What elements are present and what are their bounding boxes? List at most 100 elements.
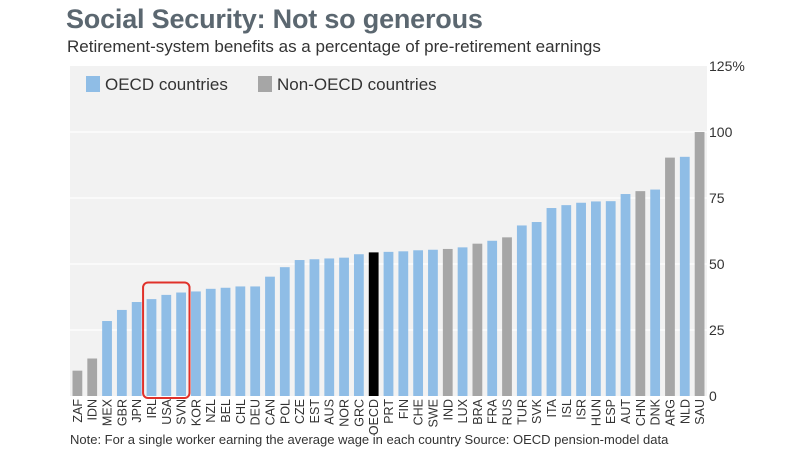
annotations bbox=[142, 281, 191, 399]
y-tick-label: 100 bbox=[709, 124, 733, 140]
bar-deu bbox=[250, 286, 261, 396]
x-tick-label: NLD bbox=[678, 399, 692, 424]
bar-ind bbox=[442, 248, 453, 396]
x-tick-label: ITA bbox=[545, 398, 559, 417]
bar-est bbox=[309, 259, 320, 396]
bar-fra bbox=[487, 240, 498, 396]
x-tick-label: IND bbox=[441, 399, 455, 421]
bar-svn bbox=[176, 292, 186, 396]
chart-subtitle: Retirement-system benefits as a percenta… bbox=[67, 37, 601, 56]
y-tick-label: 75 bbox=[709, 190, 725, 206]
bar-aus bbox=[324, 258, 335, 396]
x-tick-label: USA bbox=[160, 398, 174, 424]
x-tick-label: EST bbox=[308, 399, 322, 424]
x-tick-label: BRA bbox=[471, 398, 485, 424]
x-tick-label: LUX bbox=[456, 398, 470, 423]
x-tick-label: GBR bbox=[115, 399, 129, 426]
x-tick-label: MEX bbox=[101, 398, 115, 426]
x-tick-label: ZAF bbox=[71, 399, 85, 423]
bar-sau bbox=[694, 132, 705, 396]
bar-rus bbox=[502, 237, 512, 396]
bar-zaf bbox=[72, 370, 83, 396]
x-tick-labels: ZAF IDN MEX GBR JPN IRL USA SVN KOR NZL BEL CHL DEU C… bbox=[71, 398, 707, 435]
bar-usa bbox=[161, 294, 172, 396]
chart-title: Social Security: Not so generous bbox=[66, 4, 483, 34]
bar-chl bbox=[235, 286, 246, 396]
x-tick-label: FRA bbox=[486, 398, 500, 424]
x-tick-label: GRC bbox=[352, 399, 366, 427]
bar-chn bbox=[635, 191, 646, 396]
x-tick-label: DEU bbox=[249, 399, 263, 425]
x-tick-label: ISL bbox=[560, 399, 574, 418]
x-tick-label: PRT bbox=[382, 399, 396, 424]
legend-swatch-oecd bbox=[86, 76, 100, 92]
x-tick-label: AUS bbox=[323, 399, 337, 425]
x-tick-label: POL bbox=[278, 399, 292, 424]
bar-svk bbox=[531, 222, 542, 396]
x-tick-label: CHN bbox=[634, 399, 648, 426]
y-tick-label: 0 bbox=[709, 388, 717, 404]
legend-label: Non-OECD countries bbox=[277, 75, 437, 94]
bars bbox=[72, 132, 705, 396]
x-tick-label: CZE bbox=[293, 399, 307, 424]
x-tick-label: KOR bbox=[189, 399, 203, 426]
bar-fin bbox=[398, 251, 409, 396]
bar-prt bbox=[383, 251, 394, 396]
x-tick-label: TUR bbox=[515, 399, 529, 425]
x-tick-label: ISR bbox=[575, 399, 589, 420]
x-tick-label: SAU bbox=[693, 399, 707, 425]
bar-arg bbox=[665, 157, 675, 396]
bar-isl bbox=[561, 205, 572, 396]
bar-idn bbox=[87, 358, 98, 396]
x-tick-label: CAN bbox=[263, 399, 277, 425]
legend-swatch-non-oecd bbox=[258, 76, 272, 92]
x-tick-label: RUS bbox=[501, 399, 515, 425]
y-tick-label: 50 bbox=[709, 256, 725, 272]
chart-note: Note: For a single worker earning the av… bbox=[70, 432, 669, 447]
bar-swe bbox=[428, 249, 438, 396]
x-tick-label: IDN bbox=[86, 399, 100, 421]
bar-oecd bbox=[368, 252, 379, 396]
bar-ita bbox=[546, 208, 557, 396]
bar-grc bbox=[353, 254, 364, 396]
bar-irl bbox=[146, 299, 157, 396]
x-tick-label: HUN bbox=[589, 399, 603, 426]
legend-label: OECD countries bbox=[105, 75, 228, 94]
y-tick-labels: 0 25 50 75 100 125% bbox=[709, 58, 745, 404]
x-tick-label: NZL bbox=[204, 399, 218, 423]
x-tick-label: AUT bbox=[619, 399, 633, 424]
x-tick-label: CHE bbox=[412, 399, 426, 425]
x-tick-label: ESP bbox=[604, 399, 618, 424]
bar-dnk bbox=[650, 189, 661, 396]
x-tick-label: JPN bbox=[130, 399, 144, 423]
bar-hun bbox=[591, 201, 601, 396]
x-tick-label: DNK bbox=[649, 398, 663, 425]
bar-nld bbox=[679, 156, 690, 396]
bar-aut bbox=[620, 194, 631, 396]
bar-nor bbox=[339, 257, 349, 396]
highlight-box bbox=[142, 281, 191, 399]
y-tick-label: 25 bbox=[709, 322, 725, 338]
bar-cze bbox=[294, 260, 305, 396]
bar-mex bbox=[102, 321, 112, 396]
bar-gbr bbox=[116, 309, 127, 396]
x-tick-label: SWE bbox=[426, 399, 440, 427]
bar-che bbox=[413, 250, 424, 396]
bar-lux bbox=[457, 247, 468, 396]
bar-kor bbox=[191, 291, 201, 396]
bar-nzl bbox=[205, 288, 216, 396]
y-tick-label: 125% bbox=[709, 58, 745, 74]
x-tick-label: BEL bbox=[219, 399, 233, 423]
x-tick-label: OECD bbox=[367, 399, 381, 435]
x-tick-label: SVK bbox=[530, 398, 544, 424]
bar-jpn bbox=[131, 302, 142, 396]
bar-bra bbox=[472, 243, 483, 396]
x-tick-label: IRL bbox=[145, 399, 159, 419]
bar-bel bbox=[220, 287, 231, 396]
legend: OECD countries Non-OECD countries bbox=[86, 75, 437, 94]
bar-pol bbox=[279, 267, 290, 396]
bar-esp bbox=[605, 201, 616, 396]
bar-tur bbox=[516, 225, 527, 396]
x-tick-label: ARG bbox=[663, 399, 677, 426]
